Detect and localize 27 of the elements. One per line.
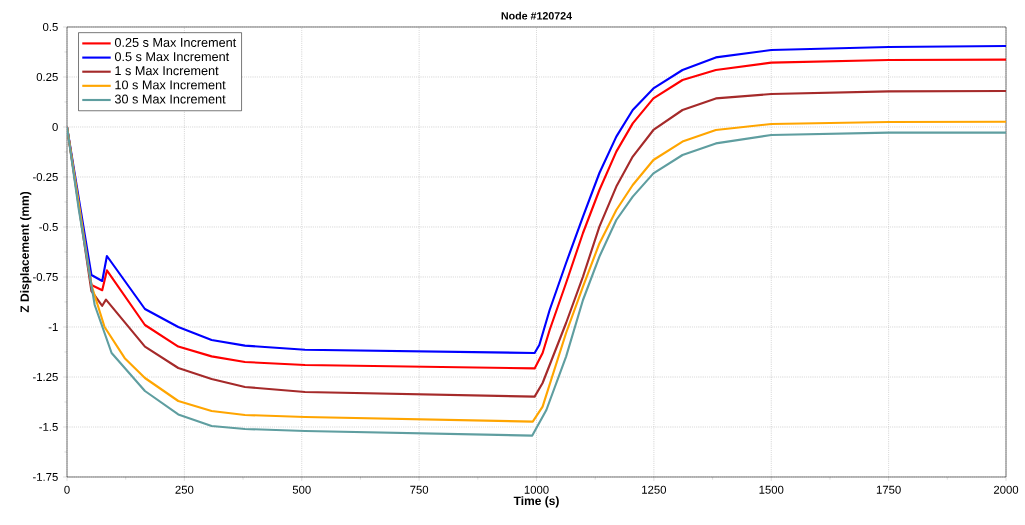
legend-label: 0.25 s Max Increment [114,37,237,47]
x-axis-title: Time (s) [513,496,559,508]
y-tick-label: -1.75 [32,473,58,481]
y-tick-label: -1.5 [39,423,58,431]
x-tick-label: 2000 [993,485,1019,494]
x-tick-label: 0 [64,485,70,494]
x-tick-label: 1250 [642,485,667,494]
x-tick-label: 250 [175,485,194,494]
y-tick-label: -0.25 [32,172,58,181]
y-tick-label: 0.5 [42,22,58,31]
y-axis-title: Z Displacement (mm) [20,191,32,313]
y-tick-label: -1.25 [32,373,58,382]
legend-label: 30 s Max Increment [114,94,226,104]
x-tick-label: 1000 [524,485,549,494]
y-tick-label: -1 [48,323,58,331]
y-tick-label: -0.75 [32,273,58,282]
legend-label: 0.5 s Max Increment [114,52,230,62]
y-tick-label: 0.25 [36,72,58,81]
legend-label: 1 s Max Increment [115,66,219,76]
x-tick-label: 1500 [759,485,784,494]
legend-label: 10 s Max Increment [115,80,226,90]
y-tick-label: 0 [52,122,58,131]
x-tick-label: 1750 [876,485,901,494]
chart-title: Node #120724 [501,11,573,20]
y-tick-label: -0.5 [39,222,58,231]
x-tick-label: 500 [292,485,311,494]
x-tick-label: 750 [410,485,429,494]
